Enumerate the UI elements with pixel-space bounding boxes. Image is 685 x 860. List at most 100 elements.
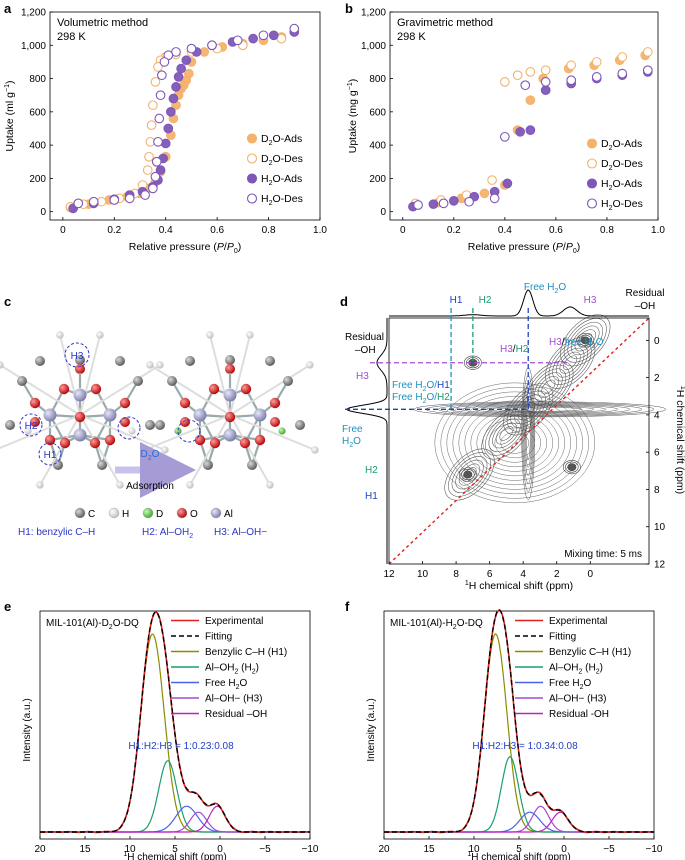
oxygen-atom — [269, 397, 281, 409]
oxygen-atom — [209, 437, 221, 449]
data-point-d2o-des — [144, 151, 154, 162]
legend-atom-c — [74, 507, 86, 519]
hydrogen-atom — [24, 427, 32, 435]
x-tick-label: 0 — [217, 844, 223, 855]
panel-d-y-ticks: 0 2 4 6 8 10 12 — [646, 336, 666, 571]
carbon-atom — [35, 356, 45, 366]
panel-b: b Gravimetric method 298 K 0 0.2 0.4 0.6 0.8… — [345, 1, 665, 255]
oxygen-atom — [104, 434, 116, 446]
panel-a-title: Volumetric method — [57, 17, 148, 29]
data-point-h2o-ads — [515, 126, 526, 137]
contour-line — [446, 391, 584, 495]
data-point-h2o-ads — [525, 125, 536, 135]
h3-free-h2o-label: H3/free H2O — [549, 337, 604, 350]
legend-atom-label: D — [156, 509, 163, 520]
legend-atom-d — [142, 507, 154, 519]
oxygen-atom — [30, 417, 40, 427]
legend-atom-o — [176, 507, 188, 519]
bond — [0, 364, 81, 416]
contour-line — [488, 423, 542, 463]
hydrogen-atom — [306, 361, 314, 369]
h2-highlight-circle — [19, 413, 43, 437]
panel-f: f MIL-101(Al)-H2O-DQ 20 15 10 5 0 −5 −10 1H ch… — [345, 599, 663, 860]
legend-label: Experimental — [549, 616, 607, 627]
legend-label: Al–OH2 (H2) — [549, 663, 603, 676]
legend-marker — [246, 173, 258, 184]
panel-e-xlabel: 1H chemical shift (ppm) — [123, 851, 226, 860]
contour-line — [555, 348, 585, 378]
oxygen-atom — [179, 397, 191, 409]
carbon-atom — [295, 420, 305, 430]
x-tick-label: 0 — [588, 569, 594, 580]
hydrogen-atom — [156, 361, 164, 369]
data-point-h2o-des — [258, 30, 269, 41]
y-tick-label: 6 — [654, 448, 660, 459]
data-point-h2o-des — [642, 65, 653, 76]
carbon-atom — [5, 420, 15, 430]
data-point-h2o-des — [207, 40, 217, 51]
data-point-d2o-ads — [525, 95, 536, 106]
y-tick-label: 1,200 — [21, 8, 46, 19]
panel-a-frame — [49, 11, 321, 221]
x-tick-label: 0 — [60, 225, 66, 236]
contour-line — [506, 387, 550, 432]
aluminium-atom — [73, 428, 87, 442]
contour-line — [458, 400, 572, 486]
panel-f-curves — [383, 609, 654, 834]
side-projection — [346, 318, 388, 564]
legend-marker — [586, 178, 598, 189]
panel-a-legend: D2O-Ads D2O-Des H2O-Ads H2O-Des — [246, 133, 303, 207]
carbon-atom — [17, 376, 27, 386]
panel-c: c H3 H2 H1 D2O Adsorption C H D O Al H1: ben… — [0, 294, 319, 540]
h1-left-label: H1 — [365, 491, 378, 502]
data-point-h2o-ads — [181, 55, 192, 66]
contour-line — [500, 432, 530, 454]
carbon-atom — [145, 420, 155, 430]
legend-label: Benzylic C–H (H1) — [549, 647, 631, 658]
data-point-h2o-des — [464, 196, 474, 207]
y-tick-label: 0 — [40, 207, 46, 218]
x-tick-label: 8 — [453, 569, 459, 580]
data-point-h2o-ads — [248, 33, 258, 44]
x-tick-label: 1.0 — [313, 225, 327, 236]
contour-line — [448, 452, 491, 497]
data-point-d2o-des — [148, 100, 158, 111]
hydrogen-atom — [311, 446, 319, 454]
data-point-h2o-des — [520, 80, 531, 91]
data-point-h2o-ads — [160, 138, 171, 149]
panel-a-points — [65, 23, 300, 214]
data-point-h2o-des — [155, 90, 166, 101]
legend-marker — [586, 198, 598, 209]
bond — [79, 414, 121, 486]
aluminium-atom — [253, 408, 267, 422]
data-point-h2o-ads — [173, 72, 184, 82]
panel-b-legend: D2O-Ads D2O-Des H2O-Ads H2O-Des — [586, 138, 643, 212]
y-tick-label: 800 — [29, 74, 46, 85]
data-point-h2o-des — [154, 113, 165, 124]
panel-d-ylabel: 1H chemical shift (ppm) — [674, 386, 685, 494]
data-point-h2o-des — [151, 156, 162, 167]
data-point-h2o-des — [591, 72, 602, 82]
contour-line — [563, 318, 607, 363]
x-tick-label: 2 — [554, 569, 560, 580]
contour-line — [481, 407, 532, 460]
aluminium-atom — [193, 408, 207, 422]
x-tick-label: 10 — [417, 569, 429, 580]
top-projection — [389, 289, 649, 317]
data-point-h2o-des — [489, 193, 500, 204]
caption-h3: H3: Al–OH− — [214, 527, 267, 538]
data-point-d2o-des — [500, 77, 510, 87]
y-tick-label: 800 — [369, 74, 386, 85]
legend-label: Residual –OH — [205, 709, 267, 720]
data-point-h2o-ads — [166, 106, 176, 117]
panel-a-x-ticks: 0 0.2 0.4 0.6 0.8 1.0 — [60, 217, 327, 236]
cross-peak — [580, 336, 590, 345]
bond — [149, 364, 231, 416]
bond — [229, 334, 251, 416]
hydrogen-atom — [246, 331, 254, 339]
arrow-label-adsorption: Adsorption — [126, 481, 174, 492]
panel-f-letter: f — [345, 599, 350, 614]
x-tick-label: 0.4 — [498, 225, 512, 236]
hydrogen-atom — [186, 481, 194, 489]
x-tick-label: 10 — [468, 844, 480, 855]
